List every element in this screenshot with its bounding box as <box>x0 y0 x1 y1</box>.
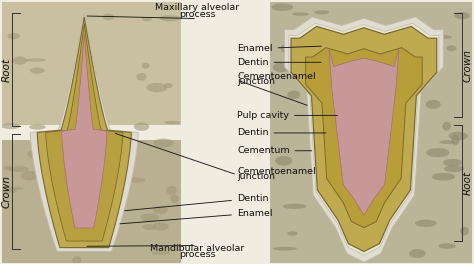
Polygon shape <box>2 187 23 190</box>
Polygon shape <box>270 2 472 263</box>
Polygon shape <box>103 14 114 20</box>
Text: Cementum: Cementum <box>237 146 312 155</box>
Text: Crown: Crown <box>462 49 472 82</box>
Text: Dentin: Dentin <box>237 58 321 67</box>
Polygon shape <box>306 48 422 228</box>
Polygon shape <box>315 10 329 14</box>
Polygon shape <box>37 17 131 248</box>
Polygon shape <box>8 166 29 172</box>
Polygon shape <box>134 123 149 131</box>
Polygon shape <box>432 35 452 39</box>
Polygon shape <box>447 46 456 51</box>
Text: Crown: Crown <box>2 175 12 208</box>
Polygon shape <box>128 178 145 182</box>
Polygon shape <box>443 122 451 130</box>
Text: process: process <box>179 10 215 18</box>
Polygon shape <box>291 26 437 252</box>
Polygon shape <box>164 83 173 88</box>
Text: Pulp cavity: Pulp cavity <box>237 111 337 120</box>
Polygon shape <box>128 134 137 139</box>
Polygon shape <box>2 2 181 125</box>
Polygon shape <box>171 195 179 203</box>
Polygon shape <box>30 68 45 73</box>
Polygon shape <box>2 140 181 263</box>
Polygon shape <box>460 227 469 235</box>
Polygon shape <box>287 91 300 99</box>
Polygon shape <box>272 3 293 11</box>
Text: Cementoenamel: Cementoenamel <box>237 72 316 81</box>
Polygon shape <box>25 59 46 62</box>
Polygon shape <box>426 100 440 109</box>
Polygon shape <box>12 57 27 64</box>
Polygon shape <box>166 186 177 195</box>
Polygon shape <box>281 45 289 52</box>
Polygon shape <box>287 232 298 235</box>
Polygon shape <box>273 247 297 250</box>
Polygon shape <box>449 132 467 140</box>
Text: Root: Root <box>462 171 472 195</box>
Polygon shape <box>146 83 167 92</box>
Polygon shape <box>137 73 146 80</box>
Polygon shape <box>62 34 107 228</box>
Polygon shape <box>1 123 20 129</box>
Polygon shape <box>29 125 46 129</box>
Polygon shape <box>273 63 290 72</box>
Text: Cementoenamel: Cementoenamel <box>237 167 316 176</box>
Polygon shape <box>284 44 307 48</box>
Polygon shape <box>292 13 309 16</box>
Text: Dentin: Dentin <box>237 129 326 138</box>
Polygon shape <box>289 23 439 255</box>
Polygon shape <box>142 63 149 68</box>
Polygon shape <box>73 257 82 264</box>
Polygon shape <box>32 143 54 146</box>
Polygon shape <box>4 166 12 170</box>
Polygon shape <box>329 49 399 215</box>
Polygon shape <box>77 243 93 250</box>
Polygon shape <box>440 140 455 144</box>
Text: process: process <box>179 250 215 259</box>
Polygon shape <box>154 139 173 147</box>
Polygon shape <box>143 224 155 230</box>
Polygon shape <box>283 204 306 209</box>
Polygon shape <box>432 173 455 180</box>
Polygon shape <box>275 156 292 165</box>
Text: Enamel: Enamel <box>237 44 321 53</box>
Polygon shape <box>153 223 168 230</box>
Text: junction: junction <box>237 77 275 86</box>
Polygon shape <box>65 239 77 248</box>
Text: Dentin: Dentin <box>125 194 268 211</box>
Polygon shape <box>164 121 180 124</box>
Text: Maxillary alveolar: Maxillary alveolar <box>155 3 239 12</box>
Polygon shape <box>452 135 459 145</box>
Polygon shape <box>35 132 48 138</box>
Text: Enamel: Enamel <box>120 209 273 224</box>
Polygon shape <box>152 251 170 254</box>
Polygon shape <box>444 166 464 172</box>
Polygon shape <box>30 13 138 252</box>
Polygon shape <box>159 15 181 21</box>
Polygon shape <box>141 214 159 221</box>
Polygon shape <box>27 150 42 158</box>
Polygon shape <box>455 12 470 19</box>
Text: junction: junction <box>237 172 275 181</box>
Polygon shape <box>5 189 17 193</box>
Polygon shape <box>438 243 456 248</box>
Text: Mandibular alveolar: Mandibular alveolar <box>150 244 244 253</box>
Polygon shape <box>415 220 437 227</box>
Polygon shape <box>153 206 168 214</box>
Polygon shape <box>46 24 123 241</box>
Polygon shape <box>427 148 449 157</box>
Polygon shape <box>409 249 425 258</box>
Polygon shape <box>8 33 19 39</box>
Text: Root: Root <box>2 58 12 82</box>
Polygon shape <box>443 159 462 166</box>
Polygon shape <box>284 17 443 262</box>
Polygon shape <box>21 171 38 180</box>
Polygon shape <box>142 17 152 21</box>
